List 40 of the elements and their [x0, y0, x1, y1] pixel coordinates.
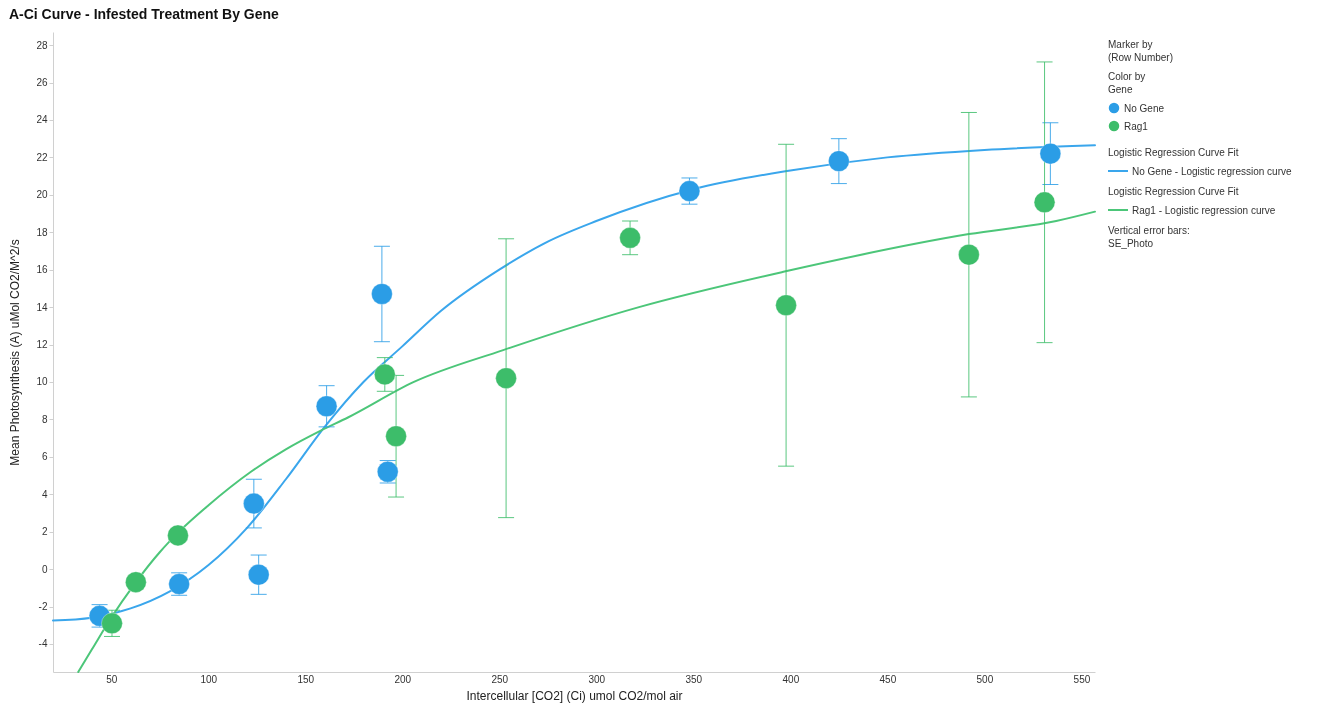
y-tick-label: 24 [36, 114, 48, 126]
text: Vertical error bars: SE_Photo [1108, 225, 1190, 249]
legend-label: Rag1 [1124, 121, 1149, 132]
y-axis-title: Mean Photosynthesis (A) uMol CO2/M^2/s [8, 239, 23, 466]
y-tick-label: 26 [36, 77, 48, 89]
x-tick-label: 350 [685, 673, 703, 685]
y-tick-label: 20 [36, 189, 48, 201]
y-tick-label: 28 [36, 39, 48, 51]
x-axis-title: Intercellular [CO2] (Ci) umol CO2/mol air [466, 688, 683, 703]
x-tick-label: 100 [200, 673, 218, 685]
y-tick-label: 22 [36, 151, 48, 163]
x-tick-label: 200 [394, 673, 412, 685]
y-tick-label: 6 [41, 451, 48, 463]
y-tick-label: 0 [41, 563, 48, 575]
x-tick-label: 500 [976, 673, 994, 685]
y-tick-label: 14 [36, 301, 48, 313]
legend-label: Rag1 - Logistic regression curve [1132, 205, 1276, 216]
legend-label: No Gene - Logistic regression curve [1132, 166, 1292, 177]
x-tick-label: 450 [879, 673, 897, 685]
x-tick-label: 250 [491, 673, 509, 685]
text: Marker by (Row Number) [1108, 39, 1174, 63]
text: Logistic Regression Curve Fit [1108, 147, 1239, 158]
y-tick-label: -2 [38, 601, 48, 612]
y-tick-label: 8 [41, 413, 48, 425]
x-tick-label: 550 [1073, 673, 1091, 685]
y-tick-label: 2 [41, 526, 48, 538]
y-tick-label: 18 [36, 226, 48, 238]
x-tick-label: 300 [588, 673, 606, 685]
x-tick-label: 400 [782, 673, 800, 685]
y-tick-label: 10 [36, 376, 48, 388]
legend-label: No Gene [1124, 103, 1165, 114]
chart-title: A-Ci Curve - Infested Treatment By Gene [8, 6, 280, 22]
y-tick-label: 12 [36, 339, 48, 351]
y-tick-label: 4 [41, 488, 48, 500]
y-tick-label: -4 [38, 638, 48, 650]
x-tick-label: 50 [106, 673, 118, 685]
x-tick-label: 150 [297, 673, 315, 685]
text: Logistic Regression Curve Fit [1108, 186, 1239, 197]
y-tick-label: 16 [36, 264, 48, 276]
legend-title: Color by Gene [1108, 71, 1146, 95]
